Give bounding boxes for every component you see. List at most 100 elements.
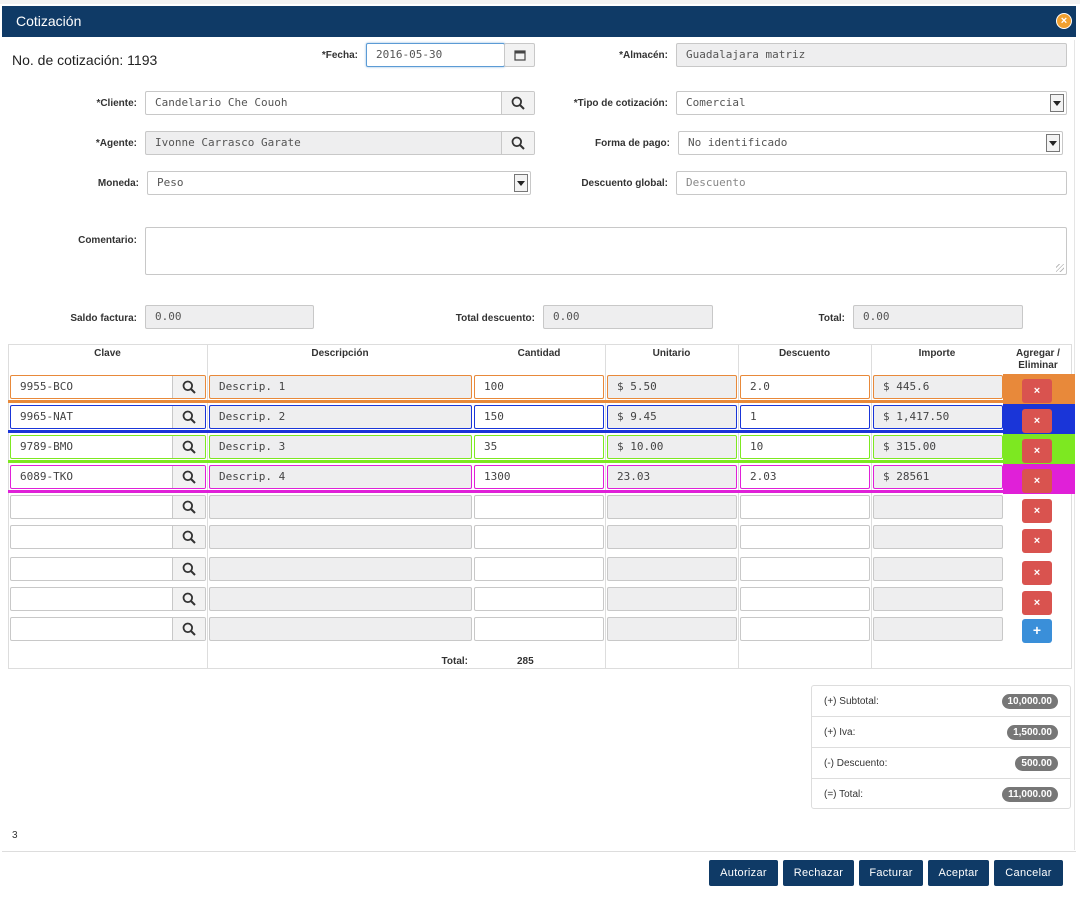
cell-cantidad-value: 35: [484, 440, 498, 453]
cell-importe: $ 1,417.50: [873, 405, 1003, 429]
resize-grip-icon[interactable]: [1056, 264, 1064, 272]
clave-search-button[interactable]: [172, 526, 205, 548]
delete-row-button[interactable]: ×: [1022, 409, 1052, 433]
col-header-clave: Clave: [94, 348, 121, 359]
cell-descuento[interactable]: [740, 525, 870, 549]
chevron-down-icon[interactable]: [514, 174, 528, 192]
cell-descuento[interactable]: 2.03: [740, 465, 870, 489]
subtotal-badge: 10,000.00: [1001, 694, 1058, 709]
cell-cantidad[interactable]: 1300: [474, 465, 604, 489]
aceptar-button[interactable]: Aceptar: [928, 860, 989, 886]
clave-search-button[interactable]: [172, 436, 205, 458]
cell-cantidad[interactable]: [474, 495, 604, 519]
comentario-textarea[interactable]: [145, 227, 1067, 275]
agente-label: *Agente:: [95, 138, 137, 149]
cell-clave[interactable]: 9965-NAT: [10, 405, 206, 429]
cell-cantidad[interactable]: 150: [474, 405, 604, 429]
delete-row-button[interactable]: ×: [1022, 379, 1052, 403]
autorizar-button[interactable]: Autorizar: [709, 860, 778, 886]
delete-row-button[interactable]: ×: [1022, 499, 1052, 523]
cell-descuento[interactable]: 10: [740, 435, 870, 459]
clave-search-button[interactable]: [172, 496, 205, 518]
summary-descuento: (-) Descuento: 500.00: [812, 748, 1070, 779]
total-label: Total:: [818, 313, 845, 324]
cell-clave[interactable]: 6089-TKO: [10, 465, 206, 489]
row-color-underline: [8, 460, 1071, 463]
cell-cantidad[interactable]: 35: [474, 435, 604, 459]
delete-row-button[interactable]: ×: [1022, 591, 1052, 615]
cell-cantidad[interactable]: 100: [474, 375, 604, 399]
cell-cantidad[interactable]: [474, 617, 604, 641]
cell-descuento[interactable]: [740, 495, 870, 519]
moneda-label: Moneda:: [97, 178, 139, 189]
moneda-select[interactable]: Peso: [147, 171, 531, 195]
clave-search-button[interactable]: [172, 376, 205, 398]
clave-search-button[interactable]: [172, 558, 205, 580]
cell-cantidad[interactable]: [474, 525, 604, 549]
cliente-value: Candelario Che Couoh: [155, 96, 288, 109]
cliente-search-button[interactable]: [501, 92, 534, 114]
cell-clave[interactable]: 9955-BCO: [10, 375, 206, 399]
cell-clave[interactable]: [10, 495, 206, 519]
footer-divider: [2, 851, 1076, 852]
cell-cantidad-value: 1300: [484, 470, 511, 483]
tipo-label: *Tipo de cotización:: [573, 98, 668, 109]
table-border: [8, 668, 1071, 669]
cell-clave[interactable]: [10, 525, 206, 549]
cell-importe-value: $ 445.6: [883, 380, 930, 393]
moneda-value: Peso: [157, 176, 184, 189]
chevron-down-icon[interactable]: [1046, 134, 1060, 152]
facturar-button[interactable]: Facturar: [859, 860, 923, 886]
cell-descripcion: Descrip. 3: [209, 435, 472, 459]
delete-row-button[interactable]: ×: [1022, 469, 1052, 493]
rechazar-button[interactable]: Rechazar: [783, 860, 854, 886]
cell-importe: [873, 587, 1003, 611]
clave-search-button[interactable]: [172, 618, 205, 640]
cell-unitario: [607, 557, 737, 581]
calendar-button[interactable]: [504, 43, 535, 67]
cell-descripcion: [209, 495, 472, 519]
delete-row-button[interactable]: ×: [1022, 529, 1052, 553]
table-total-value: 285: [517, 656, 534, 667]
descuento-global-input[interactable]: Descuento: [676, 171, 1067, 195]
add-row-button[interactable]: +: [1022, 619, 1052, 643]
clave-search-button[interactable]: [172, 406, 205, 428]
cell-importe: [873, 495, 1003, 519]
row-color-underline: [8, 400, 1071, 403]
clave-search-button[interactable]: [172, 588, 205, 610]
cell-clave[interactable]: [10, 617, 206, 641]
cell-clave[interactable]: 9789-BMO: [10, 435, 206, 459]
clave-search-button[interactable]: [172, 466, 205, 488]
cliente-input[interactable]: Candelario Che Couoh: [145, 91, 535, 115]
cell-descripcion-value: Descrip. 3: [219, 440, 286, 453]
cell-cantidad[interactable]: [474, 557, 604, 581]
almacen-field: Guadalajara matriz: [676, 43, 1067, 67]
cell-descuento[interactable]: 1: [740, 405, 870, 429]
cell-clave[interactable]: [10, 557, 206, 581]
tipo-select[interactable]: Comercial: [676, 91, 1067, 115]
cell-descuento[interactable]: 2.0: [740, 375, 870, 399]
chevron-down-icon[interactable]: [1050, 94, 1064, 112]
cancelar-button[interactable]: Cancelar: [994, 860, 1063, 886]
delete-row-button[interactable]: ×: [1022, 439, 1052, 463]
cell-descripcion: [209, 525, 472, 549]
agente-input[interactable]: Ivonne Carrasco Garate: [145, 131, 535, 155]
fecha-input[interactable]: 2016-05-30: [366, 43, 505, 67]
close-icon[interactable]: ×: [1056, 13, 1072, 29]
cell-unitario: $ 5.50: [607, 375, 737, 399]
cell-clave[interactable]: [10, 587, 206, 611]
agente-search-button[interactable]: [501, 132, 534, 154]
tipo-value: Comercial: [686, 96, 746, 109]
delete-row-button[interactable]: ×: [1022, 561, 1052, 585]
cell-cantidad[interactable]: [474, 587, 604, 611]
cell-descuento[interactable]: [740, 587, 870, 611]
subtotal-label: (+) Subtotal:: [824, 696, 879, 707]
cell-descuento[interactable]: [740, 617, 870, 641]
summary-total-label: (=) Total:: [824, 789, 863, 800]
cell-descripcion-value: Descrip. 1: [219, 380, 286, 393]
cell-descuento[interactable]: [740, 557, 870, 581]
table-border: [738, 344, 739, 669]
search-icon: [182, 410, 196, 424]
forma-pago-select[interactable]: No identificado: [678, 131, 1063, 155]
descuento-label: (-) Descuento:: [824, 758, 888, 769]
